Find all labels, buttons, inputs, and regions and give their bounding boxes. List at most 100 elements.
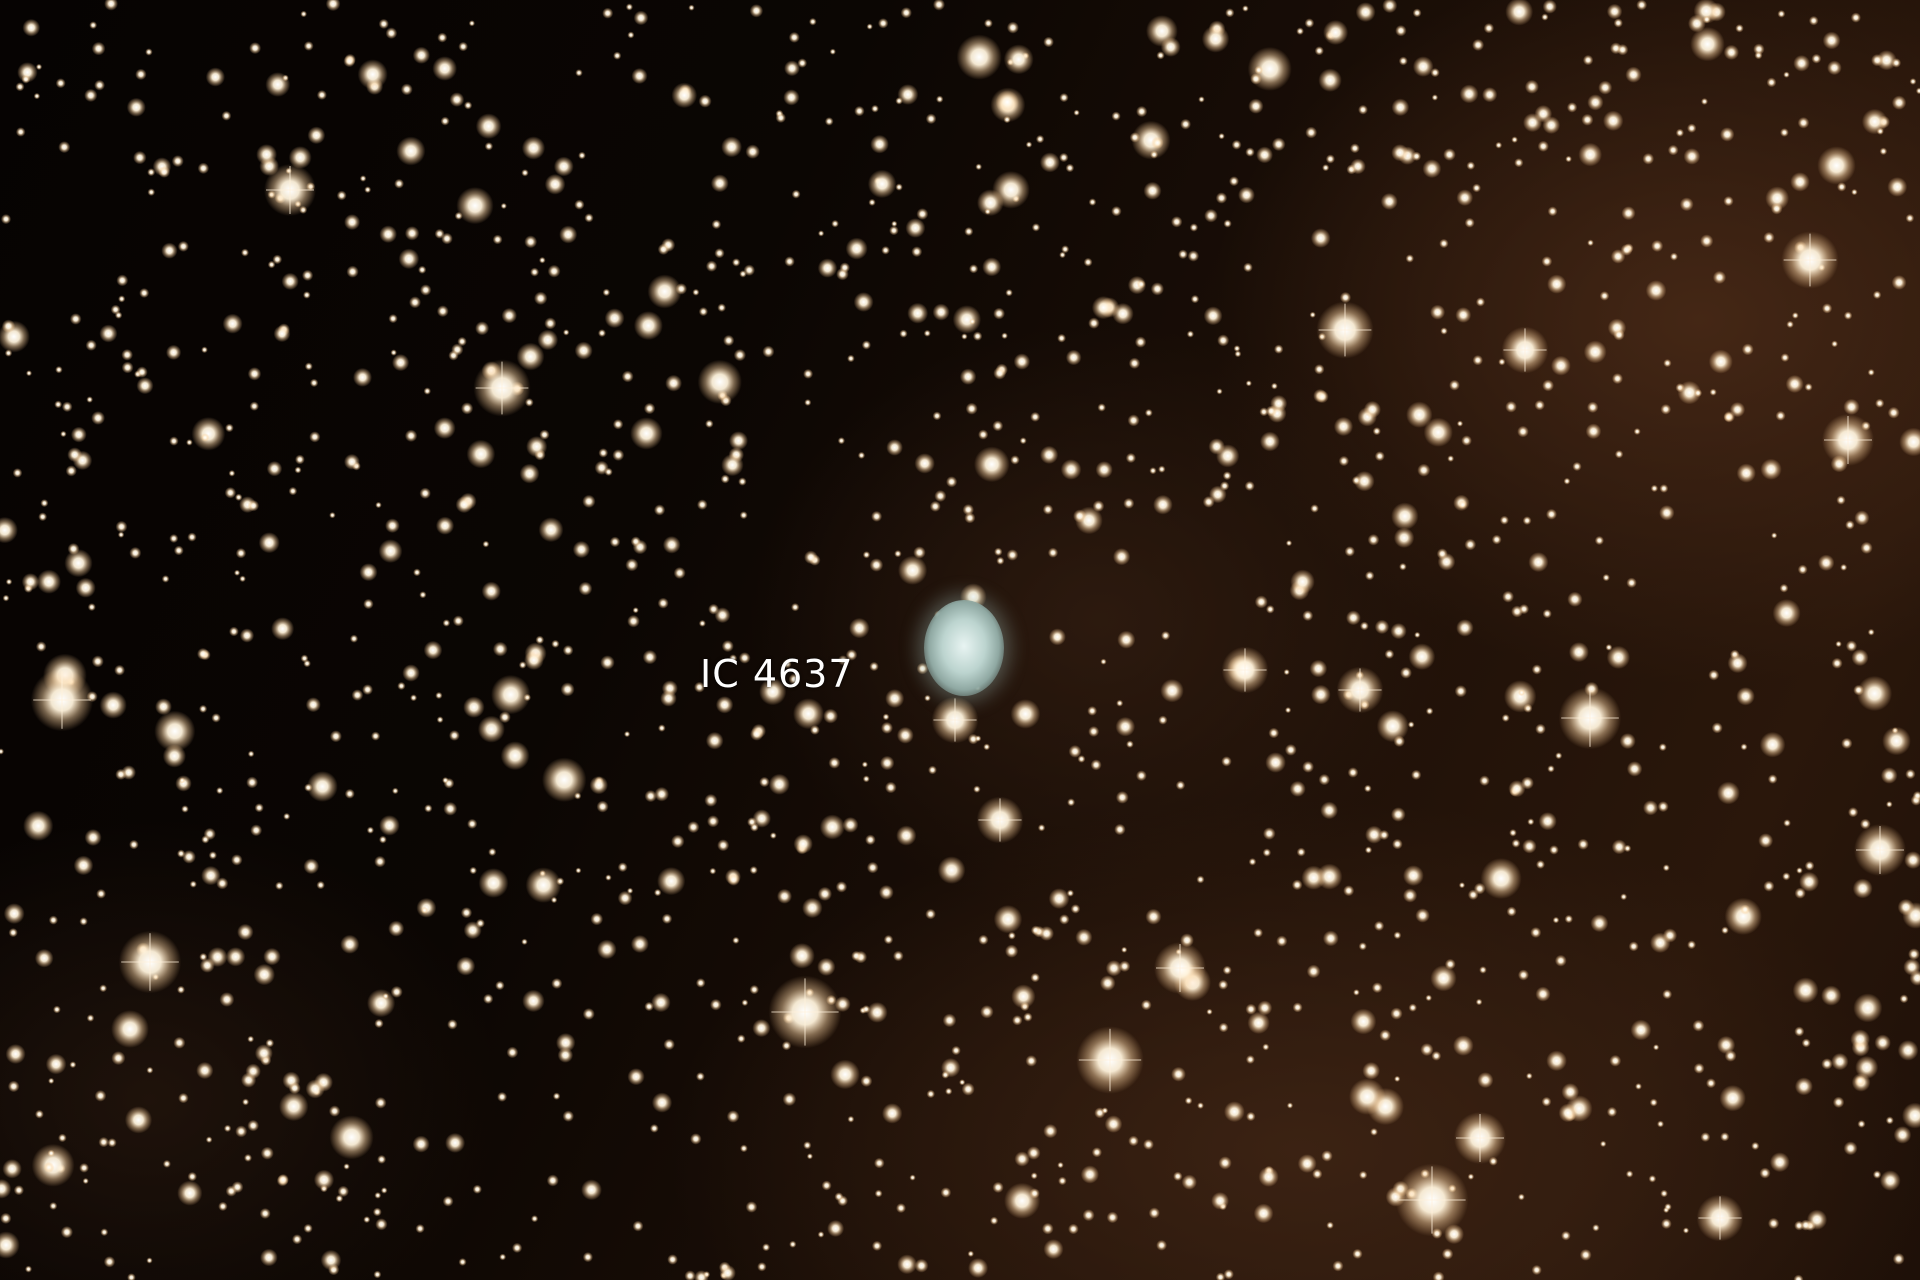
star — [343, 55, 356, 68]
star — [803, 368, 814, 379]
star — [1491, 534, 1502, 545]
star — [1522, 839, 1537, 854]
star — [1323, 20, 1349, 45]
star — [978, 429, 989, 440]
star — [497, 1091, 508, 1102]
star — [705, 419, 714, 428]
star — [1322, 164, 1330, 172]
star — [1091, 1147, 1102, 1158]
star — [617, 862, 628, 873]
star — [1196, 875, 1205, 884]
star — [1845, 640, 1858, 652]
star — [388, 314, 398, 324]
star — [597, 939, 617, 960]
star — [196, 1061, 214, 1080]
star — [1536, 860, 1545, 869]
star — [456, 956, 476, 976]
star — [647, 274, 682, 309]
star — [1379, 829, 1390, 841]
star — [885, 689, 905, 708]
star — [627, 1068, 645, 1086]
star — [1363, 400, 1381, 419]
star — [1105, 960, 1122, 977]
star — [605, 874, 612, 881]
star — [379, 815, 400, 836]
star — [1879, 147, 1888, 156]
star — [723, 334, 735, 347]
star — [390, 349, 397, 356]
star — [85, 339, 97, 351]
star — [942, 1013, 957, 1028]
star — [1332, 1260, 1344, 1272]
star — [1216, 388, 1223, 395]
star — [335, 1194, 344, 1203]
star — [329, 730, 342, 743]
star — [907, 302, 929, 324]
star — [1037, 824, 1046, 832]
star — [994, 547, 1003, 556]
star — [337, 1185, 349, 1198]
star — [741, 999, 749, 1007]
star — [1297, 1154, 1317, 1173]
star — [914, 1258, 929, 1273]
star — [1042, 504, 1054, 515]
star — [461, 402, 474, 415]
star — [1150, 282, 1164, 296]
star — [115, 520, 128, 533]
star — [304, 362, 313, 371]
star — [803, 1141, 812, 1150]
star — [23, 810, 54, 842]
star — [602, 288, 611, 297]
star — [1262, 1043, 1270, 1051]
star — [1407, 721, 1415, 728]
star — [1268, 727, 1280, 739]
star — [598, 448, 609, 458]
star — [1316, 863, 1343, 890]
star — [1818, 554, 1835, 571]
star — [1831, 1053, 1849, 1071]
star — [941, 1071, 950, 1079]
star — [1068, 1223, 1079, 1235]
star — [1792, 977, 1819, 1004]
star — [469, 866, 478, 875]
star — [649, 1124, 659, 1133]
star — [1649, 1098, 1658, 1107]
star — [886, 439, 903, 456]
star — [136, 366, 148, 378]
star — [1128, 1135, 1139, 1147]
star — [1048, 628, 1066, 646]
star — [374, 855, 386, 868]
star — [1794, 887, 1806, 899]
star — [1306, 964, 1321, 979]
star — [1602, 573, 1610, 582]
star — [1897, 1040, 1919, 1061]
star — [245, 1063, 261, 1080]
star — [15, 127, 26, 137]
star — [1218, 1022, 1229, 1033]
star — [1326, 1221, 1334, 1230]
star — [94, 79, 105, 91]
star — [654, 504, 666, 516]
star — [1080, 1165, 1099, 1184]
star — [1542, 0, 1557, 14]
star — [1374, 619, 1390, 635]
star — [1094, 1107, 1106, 1119]
star — [94, 1090, 107, 1102]
object-label: IC 4637 — [700, 652, 854, 696]
star — [129, 839, 139, 850]
star — [1721, 926, 1729, 935]
star — [1026, 1146, 1041, 1160]
star — [25, 1265, 32, 1273]
star — [1603, 110, 1624, 131]
star — [1245, 380, 1252, 387]
star — [1643, 800, 1659, 816]
star — [362, 684, 373, 695]
star — [1208, 438, 1225, 455]
star — [1258, 1166, 1279, 1187]
star — [449, 730, 460, 741]
star — [1832, 1096, 1845, 1109]
star — [259, 1208, 271, 1219]
star — [1374, 920, 1385, 932]
star — [644, 1001, 654, 1012]
star — [617, 890, 633, 906]
